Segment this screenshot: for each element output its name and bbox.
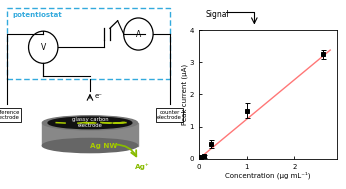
Ellipse shape <box>42 138 137 153</box>
Text: e⁻: e⁻ <box>94 93 102 99</box>
Text: A: A <box>136 29 141 39</box>
Bar <box>43 123 138 146</box>
Text: Signal: Signal <box>206 10 230 19</box>
Text: Ag⁺: Ag⁺ <box>135 163 149 170</box>
Text: glassy carbon
electrode: glassy carbon electrode <box>72 117 108 129</box>
Text: potentiostat: potentiostat <box>12 12 62 18</box>
Text: counter
electrode: counter electrode <box>157 110 182 120</box>
Text: reference
electrode: reference electrode <box>0 110 20 120</box>
Ellipse shape <box>42 116 137 130</box>
X-axis label: Concentration (μg mL⁻¹): Concentration (μg mL⁻¹) <box>225 172 311 179</box>
Text: V: V <box>40 43 46 52</box>
Y-axis label: Peak current (μA): Peak current (μA) <box>181 64 188 125</box>
Ellipse shape <box>48 117 132 129</box>
Text: Ag NW: Ag NW <box>90 143 118 149</box>
